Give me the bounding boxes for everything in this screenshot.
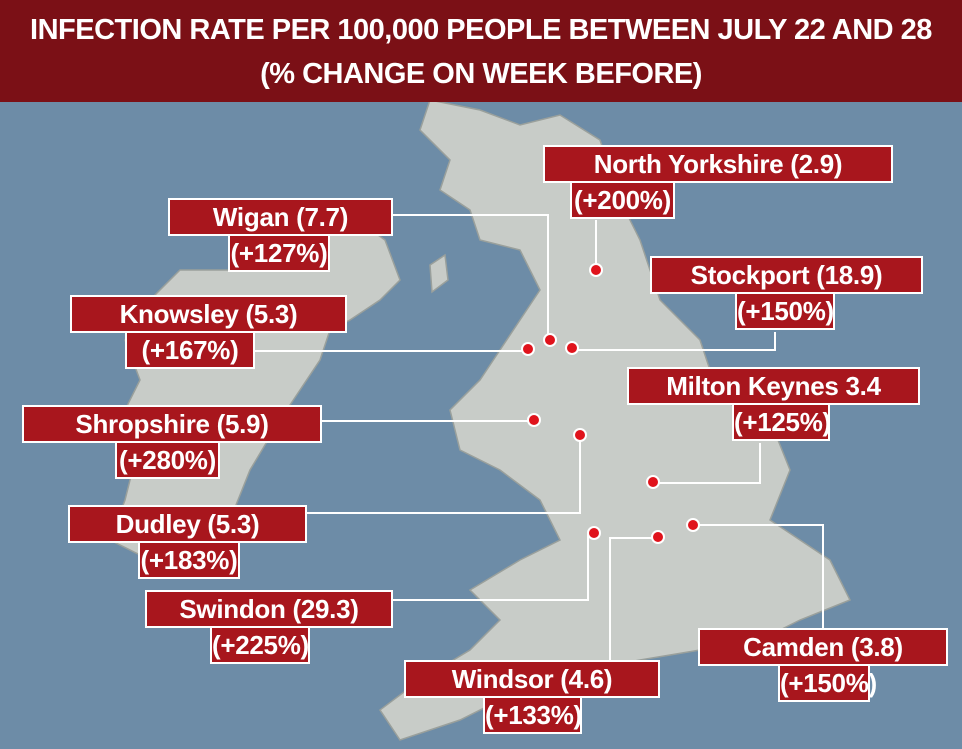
label-change: (+225%) [210, 626, 310, 664]
label-name: Shropshire (5.9) [22, 405, 322, 443]
leader-line [609, 537, 658, 660]
location-dot [543, 333, 557, 347]
leader-line [693, 524, 824, 628]
location-dot [646, 475, 660, 489]
label-name: Milton Keynes 3.4 [627, 367, 920, 405]
label-name: Dudley (5.3) [68, 505, 307, 543]
location-dot [521, 342, 535, 356]
label-change: (+127%) [228, 234, 330, 272]
label-name: Stockport (18.9) [650, 256, 923, 294]
great-britain [378, 99, 852, 741]
label-name: Camden (3.8) [698, 628, 948, 666]
subtitle: (% CHANGE ON WEEK BEFORE) [260, 58, 702, 90]
header: INFECTION RATE PER 100,000 PEOPLE BETWEE… [0, 0, 962, 102]
label-change: (+167%) [125, 331, 255, 369]
title: INFECTION RATE PER 100,000 PEOPLE BETWEE… [30, 14, 932, 46]
location-dot [589, 263, 603, 277]
location-dot [573, 428, 587, 442]
label-change: (+200%) [570, 181, 675, 219]
label-name: Knowsley (5.3) [70, 295, 347, 333]
location-dot [686, 518, 700, 532]
leader-line [393, 214, 549, 340]
label-change: (+125%) [732, 403, 831, 441]
location-dot [651, 530, 665, 544]
label-change: (+280%) [115, 441, 220, 479]
label-change: (+150%) [735, 292, 835, 330]
leader-line [307, 435, 581, 514]
label-name: Swindon (29.3) [145, 590, 393, 628]
location-dot [565, 341, 579, 355]
label-change: (+133%) [483, 696, 582, 734]
label-name: Wigan (7.7) [168, 198, 393, 236]
isle-of-man [429, 253, 449, 294]
label-change: (+183%) [138, 541, 240, 579]
leader-line [572, 332, 776, 351]
label-change: (+150%) [778, 664, 877, 702]
label-name: North Yorkshire (2.9) [543, 145, 893, 183]
label-name: Windsor (4.6) [404, 660, 660, 698]
location-dot [527, 413, 541, 427]
leader-line [653, 443, 761, 484]
location-dot [587, 526, 601, 540]
